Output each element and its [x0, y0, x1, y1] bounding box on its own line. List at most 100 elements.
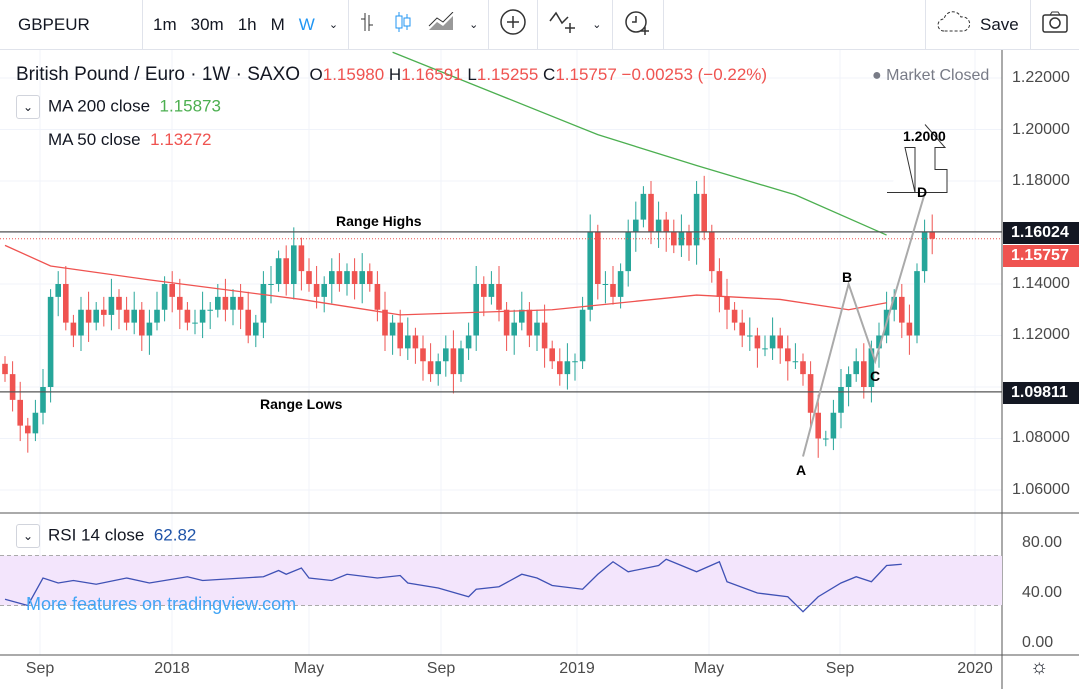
- area-chart-icon[interactable]: [427, 11, 455, 37]
- top-toolbar: GBPEUR 1m 30m 1h M W ⌄ ⌄ ⌄ Save: [0, 0, 1079, 50]
- candle-body: [785, 348, 791, 362]
- candle-body: [420, 348, 426, 362]
- candle-body: [754, 335, 761, 349]
- time-tick: 2018: [154, 660, 190, 677]
- candle-body: [17, 399, 23, 426]
- candle-body: [78, 309, 84, 336]
- candle-body: [389, 322, 396, 336]
- chevron-down-icon[interactable]: ⌄: [469, 19, 479, 31]
- candle-body: [298, 245, 305, 272]
- candle-body: [222, 296, 229, 310]
- candle-body: [473, 284, 479, 336]
- candle-body: [131, 309, 137, 323]
- ma200-line: [392, 51, 887, 236]
- candle-body: [161, 284, 168, 310]
- candle-body: [731, 309, 738, 323]
- candle-body: [123, 309, 130, 323]
- candle-body: [876, 335, 882, 349]
- candle-body: [845, 374, 852, 387]
- rsi-label: RSI 14 close: [48, 525, 145, 545]
- time-tick: Sep: [426, 660, 456, 677]
- candle-body: [830, 412, 837, 439]
- price-chart[interactable]: [0, 50, 1079, 689]
- interval-1m[interactable]: 1m: [153, 14, 177, 34]
- candle-body: [640, 193, 647, 220]
- candle-body: [116, 296, 122, 310]
- candle-body: [823, 438, 829, 440]
- point-a-label: A: [796, 462, 807, 478]
- symbol-label[interactable]: GBPEUR: [18, 14, 90, 34]
- candle-body: [374, 284, 381, 310]
- candle-body: [450, 348, 457, 375]
- candle-body: [663, 219, 669, 233]
- ma50-value: 1.13272: [150, 130, 212, 149]
- target-label: 1.2000: [903, 128, 946, 144]
- chart-type-group: ⌄: [349, 0, 490, 50]
- candle-body: [199, 309, 206, 323]
- candle-body: [488, 284, 495, 297]
- candle-body: [359, 271, 365, 284]
- rsi-tick: 80.00: [1022, 534, 1063, 551]
- close-value: 1.15757: [555, 65, 617, 84]
- price-tick: 1.12000: [1012, 326, 1070, 343]
- candle-body: [458, 348, 464, 375]
- candle-body: [245, 309, 251, 336]
- candle-body: [861, 361, 867, 387]
- interval-W[interactable]: W: [298, 14, 315, 34]
- collapse-chevron-icon[interactable]: ⌄: [16, 95, 40, 119]
- candle-body: [929, 232, 935, 239]
- candle-body: [230, 296, 236, 310]
- interval-30m[interactable]: 30m: [190, 14, 224, 34]
- screenshot-button[interactable]: [1031, 0, 1079, 50]
- candle-body: [777, 335, 783, 349]
- time-tick: May: [293, 660, 325, 677]
- save-button[interactable]: Save: [926, 0, 1031, 50]
- candle-body: [412, 335, 419, 349]
- candle-body: [686, 232, 692, 246]
- interval-group: 1m 30m 1h M W ⌄: [143, 0, 350, 50]
- low-label: L: [467, 65, 477, 84]
- ma50-legend: MA 50 close 1.13272: [48, 130, 212, 150]
- collapse-chevron-icon[interactable]: ⌄: [16, 524, 40, 548]
- candle-body: [291, 245, 297, 284]
- point-b-label: B: [842, 269, 853, 285]
- chevron-down-icon[interactable]: ⌄: [328, 19, 339, 31]
- plus-circle-icon[interactable]: [499, 8, 527, 41]
- range-low-price-label: 1.09811: [1003, 382, 1079, 404]
- candle-body: [275, 258, 282, 284]
- save-label: Save: [980, 14, 1019, 34]
- candle-body: [63, 284, 69, 323]
- candle-body: [85, 309, 92, 323]
- time-tick: May: [693, 660, 725, 677]
- symbol-search[interactable]: GBPEUR: [0, 0, 143, 50]
- candle-chart-icon[interactable]: [393, 11, 413, 38]
- price-tick: 1.14000: [1012, 275, 1070, 292]
- bar-chart-icon[interactable]: [359, 11, 379, 38]
- candle-body: [32, 412, 39, 434]
- alarm-clock-icon[interactable]: [623, 8, 653, 41]
- interval-M[interactable]: M: [270, 14, 285, 34]
- candle-body: [891, 296, 897, 310]
- rsi-tick: 0.00: [1022, 634, 1054, 651]
- candle-body: [184, 309, 191, 323]
- candle-body: [648, 193, 654, 233]
- candle-body: [807, 374, 814, 413]
- time-tick: Sep: [825, 660, 855, 677]
- chevron-down-icon[interactable]: ⌄: [592, 19, 602, 31]
- candle-body: [587, 232, 593, 310]
- candle-body: [762, 348, 768, 350]
- candle-body: [382, 309, 388, 336]
- tradingview-link[interactable]: More features on tradingview.com: [26, 594, 297, 614]
- settings-gear-icon[interactable]: ☼: [1030, 656, 1049, 678]
- alert-button[interactable]: [613, 0, 664, 50]
- candle-body: [503, 309, 510, 336]
- camera-icon[interactable]: [1041, 10, 1069, 39]
- price-tick: 1.20000: [1012, 121, 1070, 138]
- candle-body: [564, 361, 571, 375]
- indicators-button[interactable]: [489, 0, 539, 50]
- candle-body: [321, 284, 327, 297]
- time-tick: Sep: [25, 660, 55, 677]
- interval-1h[interactable]: 1h: [237, 14, 257, 34]
- compare-icon[interactable]: [548, 9, 578, 40]
- candle-body: [306, 271, 312, 284]
